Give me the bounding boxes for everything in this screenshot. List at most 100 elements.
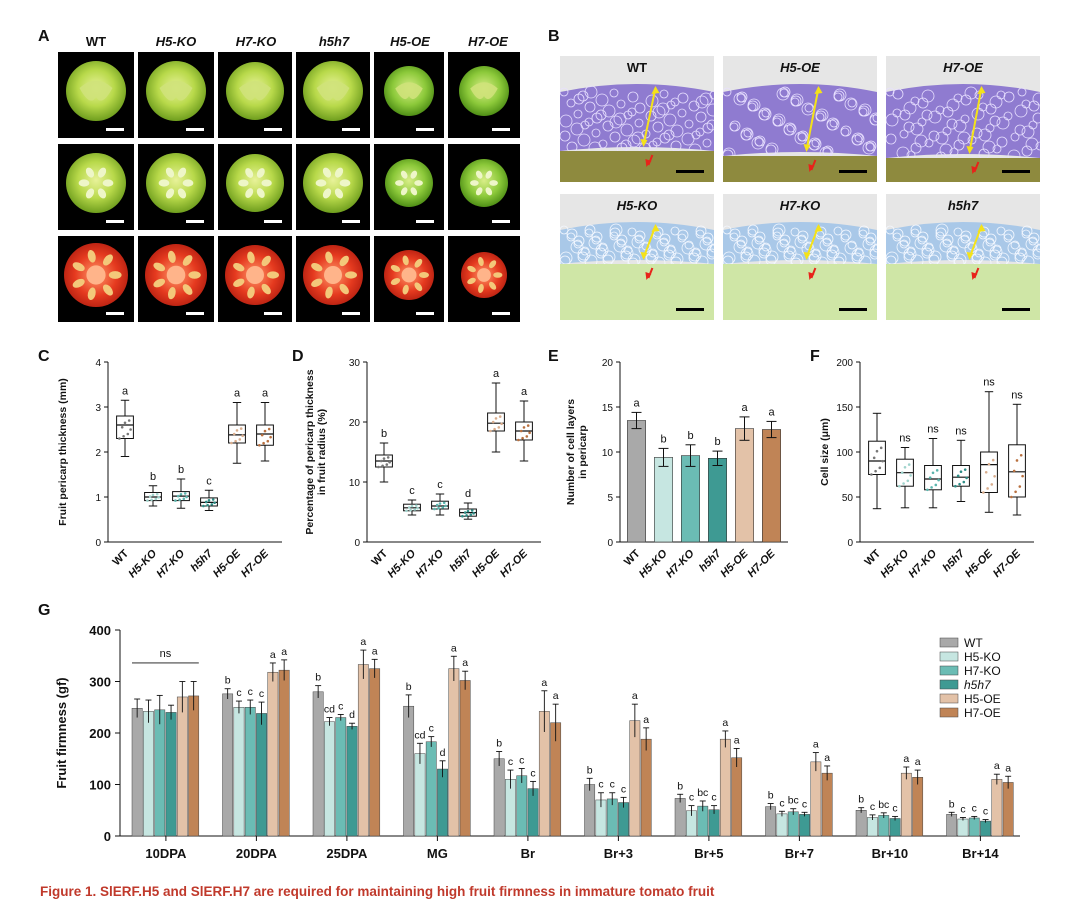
seed-locule — [72, 278, 85, 288]
data-point — [926, 488, 929, 492]
data-point — [155, 492, 159, 496]
significance-letter: c — [621, 783, 626, 795]
significance-letter: c — [530, 767, 535, 779]
scale-bar — [106, 220, 124, 223]
tissue-cell — [688, 252, 700, 264]
locule-shape — [395, 82, 423, 100]
tissue-cell — [702, 236, 712, 246]
tissue-cell — [1014, 104, 1028, 118]
y-tick-label: 100 — [89, 778, 111, 793]
tissue-cell — [580, 120, 590, 130]
tissue-cell — [862, 237, 876, 251]
panel-b-micrograph-grid: WT H5-OE H7-OE H5-KO H7-KO h5h7 — [560, 56, 1040, 320]
bar — [681, 455, 700, 543]
tissue-cell — [1035, 243, 1040, 253]
figure-caption: Figure 1. SlERF.H5 and SlERF.H7 are requ… — [40, 884, 715, 899]
significance-letter: c — [519, 755, 524, 767]
seed-locule — [177, 188, 187, 199]
chart-f-cell-size: 0 50 100 150 200 Cell size (μm) WT ns H5-KO ns H7-… — [819, 358, 1034, 580]
arrow-head — [814, 86, 823, 94]
bar — [776, 813, 788, 837]
data-point — [959, 470, 963, 474]
significance-letter: a — [451, 642, 457, 654]
fruit-core — [166, 265, 186, 285]
seed-locule — [102, 179, 114, 187]
seed-locule — [87, 287, 96, 301]
data-point — [435, 503, 439, 507]
data-point — [1021, 474, 1024, 478]
data-point — [1019, 453, 1023, 457]
tissue-cell — [903, 121, 915, 133]
tissue-cell — [924, 242, 934, 252]
bar — [855, 810, 867, 837]
micrograph-image — [886, 56, 1040, 182]
significance-letter: a — [462, 657, 468, 669]
y-tick-label: 3 — [95, 403, 101, 414]
x-tick-label: 10DPA — [145, 846, 187, 861]
micrograph-image — [723, 194, 877, 320]
data-point — [521, 436, 524, 440]
arrow-head — [977, 224, 986, 232]
seed-locule — [87, 249, 96, 263]
significance-letter: a — [813, 739, 819, 751]
data-point — [528, 431, 531, 435]
data-point — [909, 474, 912, 477]
tissue-cell — [684, 240, 694, 250]
significance-letter: b — [315, 672, 321, 684]
tissue-cell — [631, 235, 645, 249]
tissue-cell — [706, 248, 714, 260]
bar — [165, 712, 177, 837]
significance-letter: c — [429, 723, 434, 735]
micrograph-title: WT — [626, 60, 648, 75]
significance-letter: a — [741, 402, 748, 414]
seed-locule — [402, 284, 409, 295]
tissue-cell — [847, 240, 857, 250]
seed-locule — [182, 179, 194, 187]
tissue-cell — [666, 244, 676, 254]
tissue-cell — [1021, 225, 1033, 237]
tissue-cell — [921, 243, 935, 257]
red-arrow-head — [645, 272, 652, 280]
tissue-cell — [886, 225, 895, 235]
tissue-cell — [616, 99, 626, 109]
tissue-cell — [688, 248, 702, 262]
bar — [900, 772, 912, 837]
significance-letter: c — [338, 700, 343, 712]
tissue-cell — [844, 97, 858, 111]
data-point — [444, 504, 447, 508]
thickness-arrow — [805, 87, 820, 151]
data-point — [232, 432, 236, 436]
panel-label-d: D — [292, 348, 304, 365]
scale-bar — [492, 128, 510, 131]
data-point — [409, 508, 412, 512]
bar — [233, 707, 245, 837]
bar — [131, 708, 143, 837]
seed-locule — [478, 283, 484, 293]
box — [924, 465, 942, 491]
tissue-cell — [670, 124, 684, 138]
bar — [516, 775, 528, 837]
bar — [980, 820, 991, 837]
tissue-cell — [1032, 244, 1040, 258]
legend-swatch — [939, 637, 959, 648]
tissue-cell — [677, 108, 687, 118]
tissue-cell — [865, 236, 875, 246]
tissue-cell — [896, 240, 910, 254]
tissue-cell — [702, 122, 714, 134]
x-tick-label: H7-OE — [498, 547, 531, 580]
data-point — [1018, 485, 1022, 488]
tissue-cell — [595, 243, 609, 257]
y-axis-label: in fruit radius (%) — [316, 409, 328, 495]
scale-bar — [1002, 308, 1030, 311]
significance-letter: c — [409, 485, 415, 497]
seed-locule — [493, 272, 503, 278]
significance-letter: c — [259, 688, 264, 700]
significance-letter: a — [722, 717, 728, 729]
tissue-cell — [996, 136, 1008, 148]
tissue-cell — [928, 250, 942, 264]
tissue-cell — [779, 86, 791, 98]
x-tick-label: H5-KO — [637, 547, 670, 580]
seed-locule — [256, 168, 265, 178]
tissue-cell — [985, 103, 997, 115]
significance-letter: ns — [927, 424, 939, 436]
